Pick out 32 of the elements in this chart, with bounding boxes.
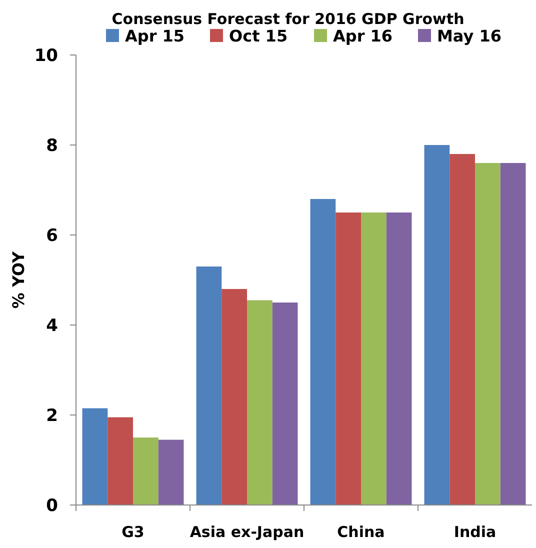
bar <box>310 199 336 505</box>
y-tick-label: 6 <box>46 226 58 246</box>
bar <box>82 408 108 505</box>
y-tick-label: 4 <box>46 316 58 336</box>
bar <box>272 302 298 505</box>
legend-label: Apr 16 <box>333 26 393 46</box>
bar <box>108 417 133 505</box>
bar <box>475 163 500 505</box>
bar <box>158 440 184 505</box>
x-tick-label: India <box>454 523 496 541</box>
x-tick-label: G3 <box>122 523 144 541</box>
y-tick-label: 2 <box>46 406 58 426</box>
legend-label: May 16 <box>437 26 502 46</box>
x-tick-label: Asia ex-Japan <box>190 523 304 541</box>
y-axis-title: % YOY <box>9 250 28 309</box>
y-tick-label: 10 <box>34 46 58 66</box>
bar <box>196 266 222 505</box>
legend-label: Oct 15 <box>229 26 288 46</box>
bar <box>450 154 475 505</box>
y-tick-label: 8 <box>46 136 58 156</box>
bar <box>386 212 412 505</box>
chart-title: Consensus Forecast for 2016 GDP Growth <box>112 10 464 28</box>
x-tick-label: China <box>337 523 385 541</box>
y-tick-label: 0 <box>46 496 58 516</box>
bar <box>336 212 361 505</box>
bar <box>133 438 158 505</box>
bar <box>500 163 526 505</box>
legend-label: Apr 15 <box>125 26 185 46</box>
bar <box>247 300 272 505</box>
bar <box>222 289 247 505</box>
bar <box>424 145 450 505</box>
bar <box>361 212 386 505</box>
